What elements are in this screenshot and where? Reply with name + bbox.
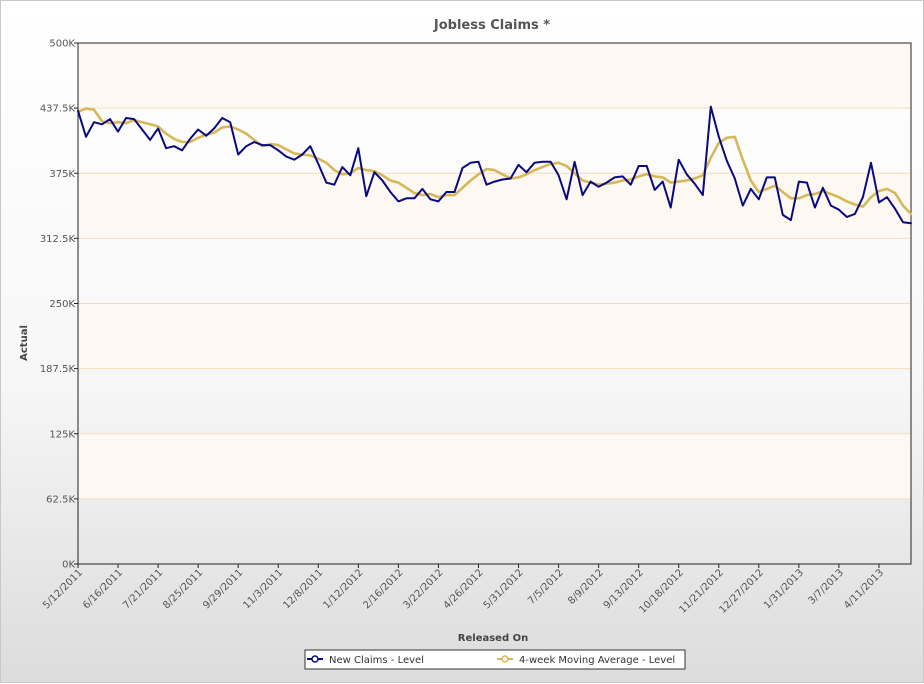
y-tick-label: 437.5K — [40, 104, 76, 115]
legend: New Claims - Level 4-week Moving Average… — [304, 649, 686, 670]
x-tick-label: 11/3/2011 — [241, 567, 285, 611]
y-tick-label: 125K — [49, 429, 75, 440]
background-band — [78, 433, 911, 499]
x-tick-label: 12/8/2011 — [281, 567, 325, 611]
y-tick-label: 62.5K — [46, 494, 75, 505]
x-axis-title: Released On — [458, 633, 528, 644]
legend-swatch-marker — [501, 655, 509, 663]
x-tick-label: 8/9/2012 — [566, 567, 606, 607]
legend-label-new-claims: New Claims - Level — [329, 655, 424, 666]
series-layer — [76, 105, 913, 225]
x-axis-ticks: 5/12/20116/16/20117/21/20118/25/20119/29… — [41, 564, 886, 616]
x-tick-label: 8/25/2011 — [161, 567, 205, 611]
x-tick-label: 6/16/2011 — [81, 567, 125, 611]
gridlines — [78, 107, 911, 500]
y-tick-label: 375K — [49, 169, 75, 180]
x-tick-label: 2/16/2012 — [361, 567, 405, 611]
x-tick-label: 3/22/2012 — [402, 567, 446, 611]
y-tick-label: 250K — [49, 299, 75, 310]
x-tick-label: 5/12/2011 — [41, 567, 85, 611]
legend-swatch-marker — [311, 655, 319, 663]
legend-label-moving-average: 4-week Moving Average - Level — [519, 655, 675, 666]
y-tick-label: 0K — [62, 560, 75, 571]
legend-item-new-claims[interactable]: New Claims - Level — [307, 655, 424, 666]
background-band — [78, 303, 911, 369]
x-tick-label: 1/31/2013 — [762, 567, 806, 611]
x-tick-label: 5/31/2012 — [482, 567, 526, 611]
background-band — [78, 43, 911, 109]
y-tick-label: 500K — [49, 39, 75, 50]
background-bands — [78, 43, 911, 499]
x-tick-label: 3/7/2013 — [806, 567, 846, 607]
x-tick-label: 1/12/2012 — [321, 567, 365, 611]
y-axis-title: Actual — [19, 325, 30, 361]
y-tick-label: 187.5K — [40, 364, 76, 375]
legend-box — [304, 649, 686, 670]
background-band — [78, 173, 911, 239]
series-line-moving-average — [76, 107, 913, 216]
x-tick-label: 4/11/2013 — [842, 567, 886, 611]
series-line-new-claims — [77, 105, 912, 225]
x-tick-label: 9/13/2012 — [602, 567, 646, 611]
y-tick-label: 312.5K — [40, 234, 76, 245]
x-tick-label: 4/26/2012 — [442, 567, 486, 611]
legend-item-moving-average[interactable]: 4-week Moving Average - Level — [497, 655, 675, 666]
x-tick-label: 7/5/2012 — [526, 567, 566, 607]
y-axis-ticks: 0K 62.5K 125K 187.5K 250K 312.5K 375K 437.5K 500… — [40, 39, 78, 571]
x-tick-label: 9/29/2011 — [201, 567, 245, 611]
chart-title: Jobless Claims * — [433, 18, 550, 33]
x-tick-label: 7/21/2011 — [121, 567, 165, 611]
